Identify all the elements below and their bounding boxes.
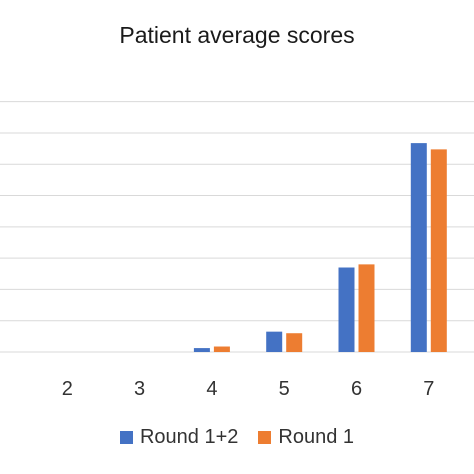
legend-item-round-1: Round 1 [258, 426, 354, 449]
legend-label-round-1-2: Round 1+2 [139, 426, 239, 448]
legend-swatch-round-1 [258, 431, 272, 444]
x-tick-label: 2 [62, 378, 73, 400]
legend-item-round-1-2: Round 1+2 [119, 426, 239, 449]
bar-round-1-2-4 [193, 348, 210, 352]
bar-round-1-2-7 [410, 143, 427, 352]
bar-round-1-7 [430, 149, 447, 352]
legend-label-round-1: Round 1 [278, 426, 355, 448]
x-tick-label: 7 [423, 378, 434, 400]
x-tick-label: 1 [0, 378, 1, 400]
bar-round-1-2-5 [266, 331, 283, 352]
bar-round-1-6 [358, 264, 375, 352]
chart-title: Patient average scores [119, 22, 355, 48]
x-tick-label: 6 [351, 378, 362, 400]
bar-round-1-4 [213, 346, 230, 352]
x-tick-label: 3 [134, 378, 145, 400]
chart-legend: Round 1+2 Round 1 [0, 426, 474, 449]
bar-round-1-5 [286, 333, 303, 352]
bar-round-1-2-6 [338, 267, 355, 352]
legend-swatch-round-1-2 [119, 431, 133, 444]
x-tick-label: 4 [206, 378, 217, 400]
x-tick-label: 5 [279, 378, 290, 400]
